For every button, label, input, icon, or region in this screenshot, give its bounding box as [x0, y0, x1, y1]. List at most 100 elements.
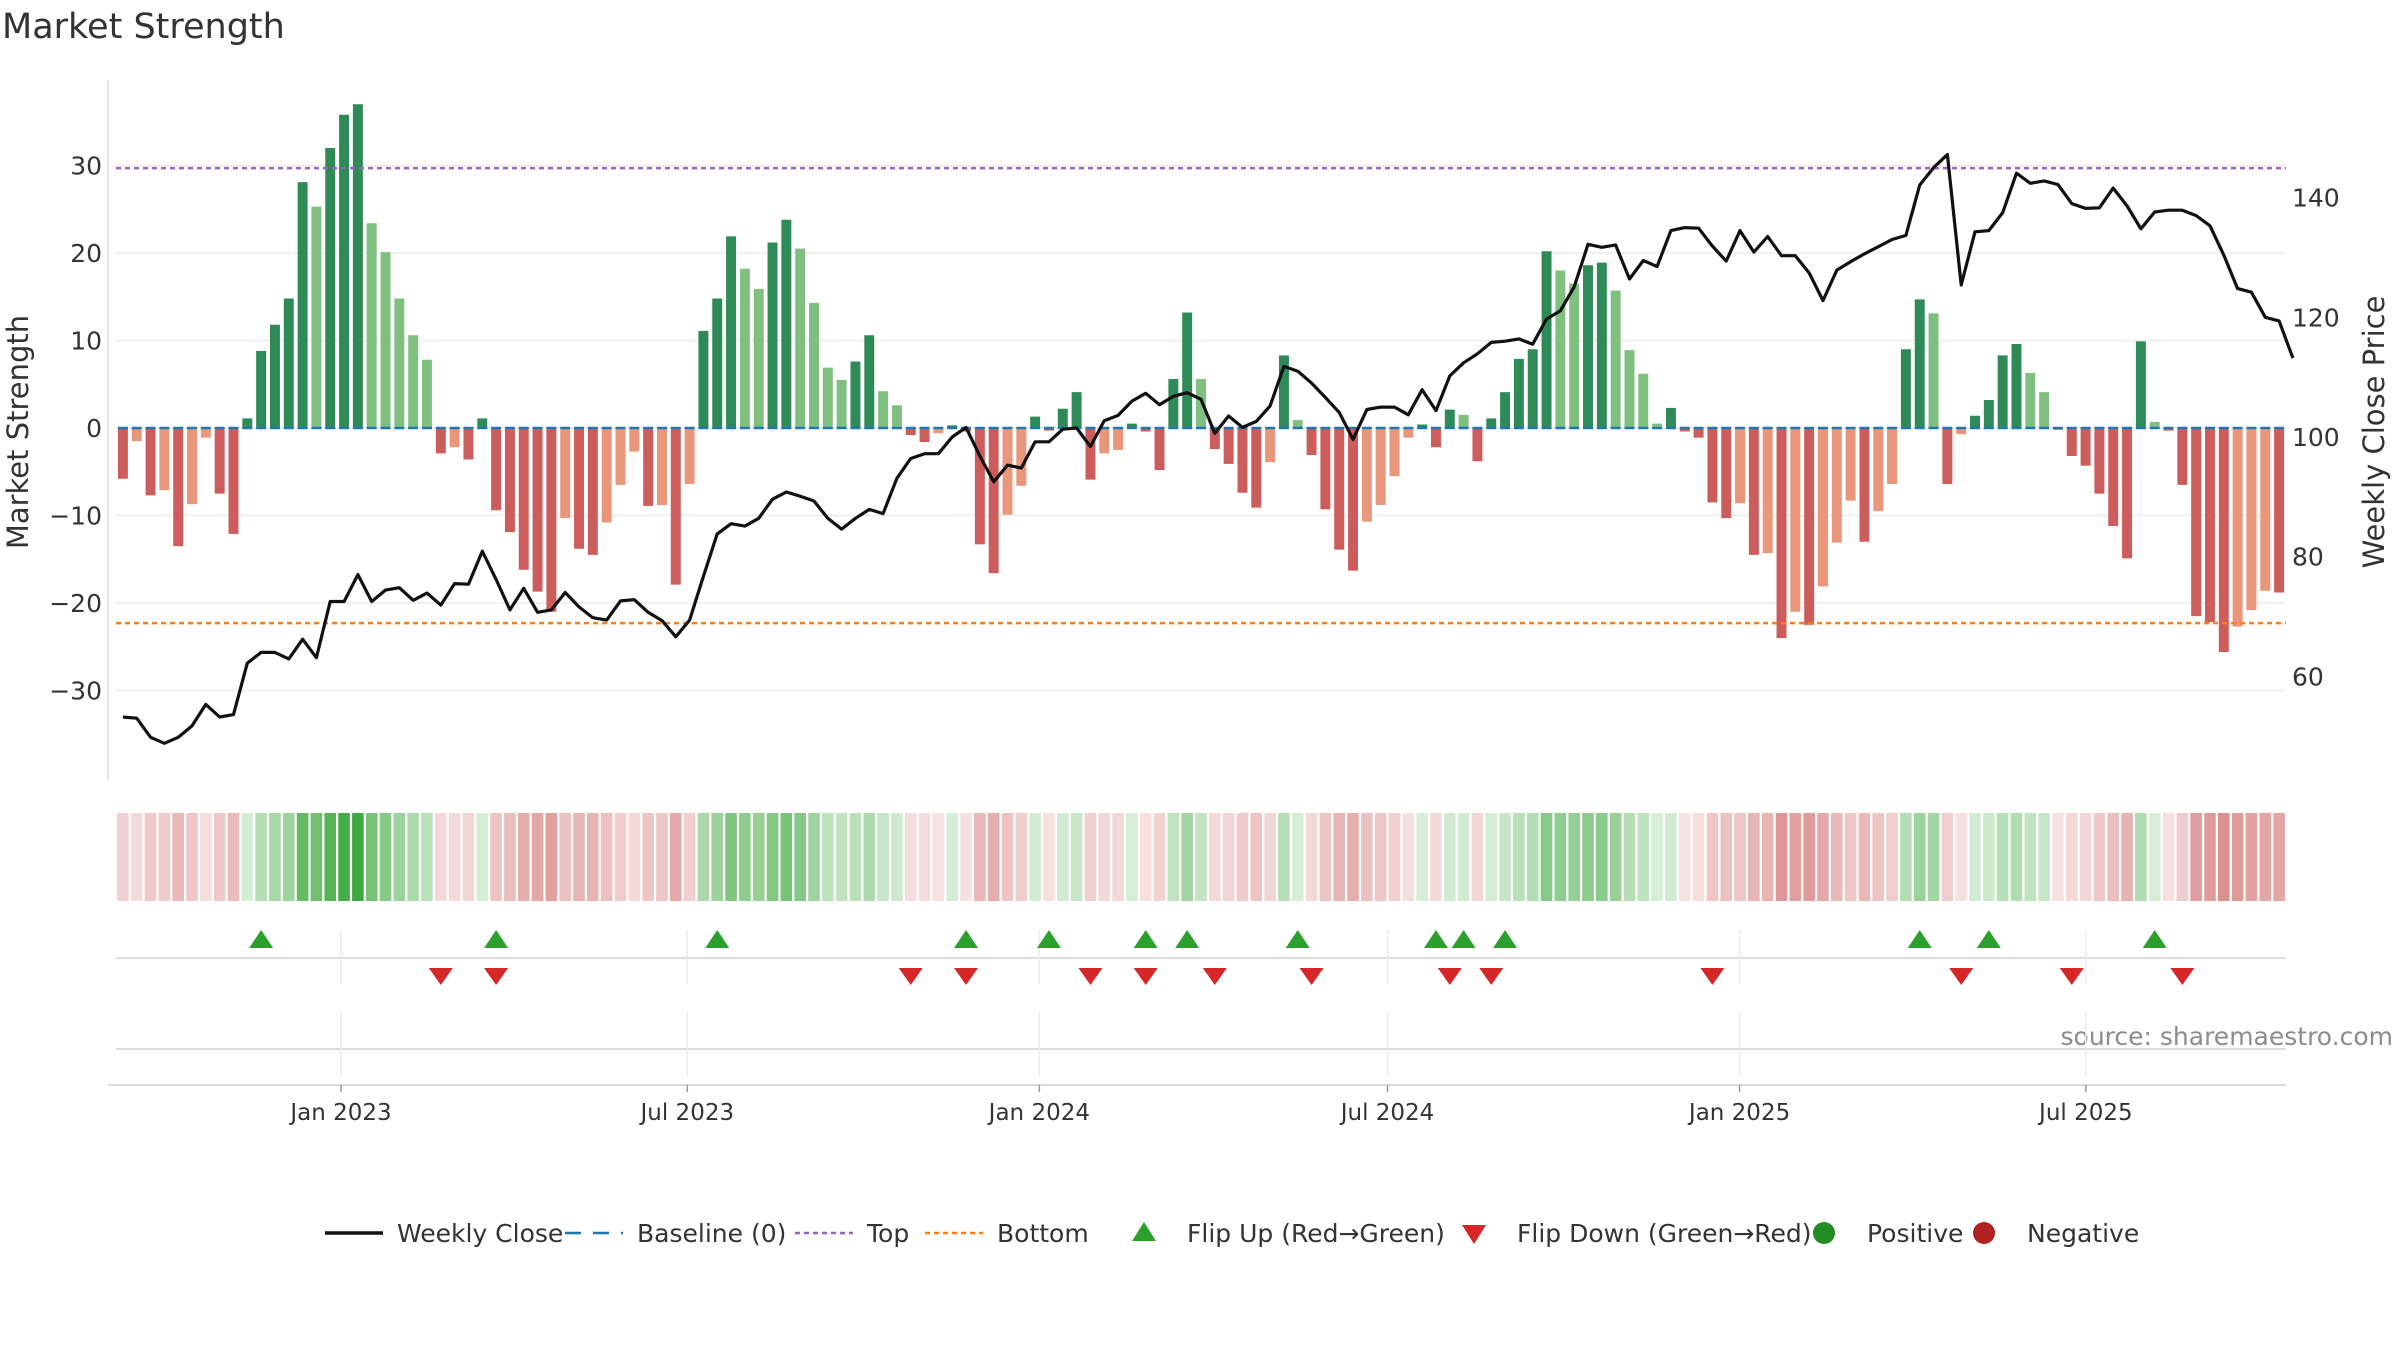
strength-bar — [1154, 428, 1165, 470]
heat-cell — [1499, 813, 1511, 901]
legend-label: Bottom — [997, 1219, 1089, 1248]
strength-bar — [739, 268, 750, 428]
heat-cell — [1623, 813, 1636, 901]
strength-bar — [933, 428, 944, 434]
strength-bar — [1541, 251, 1552, 428]
heat-cell — [241, 813, 254, 901]
heat-cell — [1043, 813, 1055, 901]
heat-cell — [1513, 813, 1525, 901]
legend-label: Flip Down (Green→Red) — [1517, 1219, 1812, 1248]
strength-bar — [352, 104, 363, 428]
heat-cell — [960, 813, 972, 901]
strength-bar — [1182, 312, 1193, 428]
strength-bar — [1361, 428, 1372, 522]
heat-cell — [1844, 813, 1857, 901]
heat-cell — [1761, 813, 1774, 901]
legend-label: Positive — [1867, 1219, 1963, 1248]
strength-bar — [795, 248, 806, 428]
strength-bar — [836, 379, 847, 428]
heat-cell — [1734, 813, 1746, 901]
strength-bar — [1624, 350, 1635, 428]
flip-down-marker — [1078, 968, 1103, 985]
strength-bar — [1804, 428, 1815, 625]
legend-swatch-triangle-up — [1132, 1222, 1156, 1241]
strength-bar — [2080, 428, 2091, 466]
heat-cell — [200, 813, 212, 901]
strength-bar — [491, 428, 502, 511]
strength-bar — [2066, 428, 2077, 456]
strength-bar — [2163, 428, 2174, 431]
y-tick-label-left: 20 — [70, 239, 102, 268]
strength-bar — [822, 367, 833, 428]
strength-bar — [1016, 428, 1027, 486]
heat-cell — [1789, 813, 1802, 901]
heat-cell — [2148, 813, 2161, 901]
strength-bar — [1320, 428, 1331, 510]
strength-bar — [850, 361, 861, 428]
strength-bar — [283, 298, 294, 428]
strength-bar — [1486, 418, 1497, 428]
heat-cell — [2176, 813, 2189, 901]
heat-cell — [808, 813, 820, 901]
y-tick-label-right: 60 — [2292, 662, 2324, 691]
heat-cell — [614, 813, 627, 901]
strength-bar — [2094, 428, 2105, 494]
heat-cell — [711, 813, 724, 901]
heat-cell — [1872, 813, 1885, 901]
strength-bar — [670, 428, 681, 585]
heat-cell — [2135, 813, 2147, 901]
strength-bar — [1375, 428, 1386, 505]
strength-bar — [477, 418, 488, 428]
heat-cell — [725, 813, 737, 901]
strength-bar — [394, 298, 405, 428]
heat-cell — [1457, 813, 1470, 901]
y-tick-label-left: −10 — [49, 502, 102, 531]
heat-cell — [1236, 813, 1249, 901]
flip-down-marker — [1949, 968, 1974, 985]
heat-cell — [1291, 813, 1304, 901]
heat-cell — [1665, 813, 1677, 901]
heat-cell — [1678, 813, 1691, 901]
heat-cell — [2107, 813, 2120, 901]
heat-cell — [227, 813, 240, 901]
heat-cell — [1582, 813, 1594, 901]
heat-cell — [144, 813, 157, 901]
heat-cell — [587, 813, 599, 901]
heat-cell — [462, 813, 475, 901]
strength-bar — [891, 405, 902, 428]
strength-bar — [1596, 262, 1607, 428]
strength-bar — [1348, 428, 1359, 571]
heat-cell — [1803, 813, 1815, 901]
y-tick-label-right: 120 — [2292, 303, 2340, 332]
x-axis: Jan 2023 Jul 2023 Jan 2024 Jul 2024 Jan 2025… — [108, 1084, 2286, 1126]
heat-cell — [780, 813, 793, 901]
heat-cell — [365, 813, 378, 901]
strength-bar — [2191, 428, 2202, 617]
strength-bar — [1762, 428, 1773, 554]
heat-cell — [545, 813, 558, 901]
heat-cell — [987, 813, 1000, 901]
strength-bar — [767, 242, 778, 428]
legend-item: Top — [795, 1219, 909, 1248]
heat-cell — [338, 813, 350, 901]
heat-cell — [1181, 813, 1193, 901]
heat-cell — [1637, 813, 1650, 901]
legend-item: Baseline (0) — [565, 1219, 786, 1248]
strength-bar — [1652, 423, 1663, 428]
heat-cell — [1830, 813, 1843, 901]
y-axis-label-left: Market Strength — [1, 315, 35, 549]
strength-bar — [1845, 428, 1856, 501]
flip-up-marker — [2142, 930, 2167, 948]
flip-down-marker — [1202, 968, 1227, 985]
legend-item: Negative — [1973, 1219, 2139, 1248]
heat-cell — [2273, 813, 2285, 901]
source-label: source: sharemaestro.com — [2061, 1022, 2394, 1051]
heat-cell — [269, 813, 281, 901]
strength-bar — [574, 428, 585, 549]
heat-cell — [1443, 813, 1456, 901]
heat-cell — [932, 813, 945, 901]
strength-bar — [504, 428, 515, 533]
strength-bar — [269, 324, 280, 428]
heat-cell — [739, 813, 751, 901]
heat-cell — [1955, 813, 1967, 901]
